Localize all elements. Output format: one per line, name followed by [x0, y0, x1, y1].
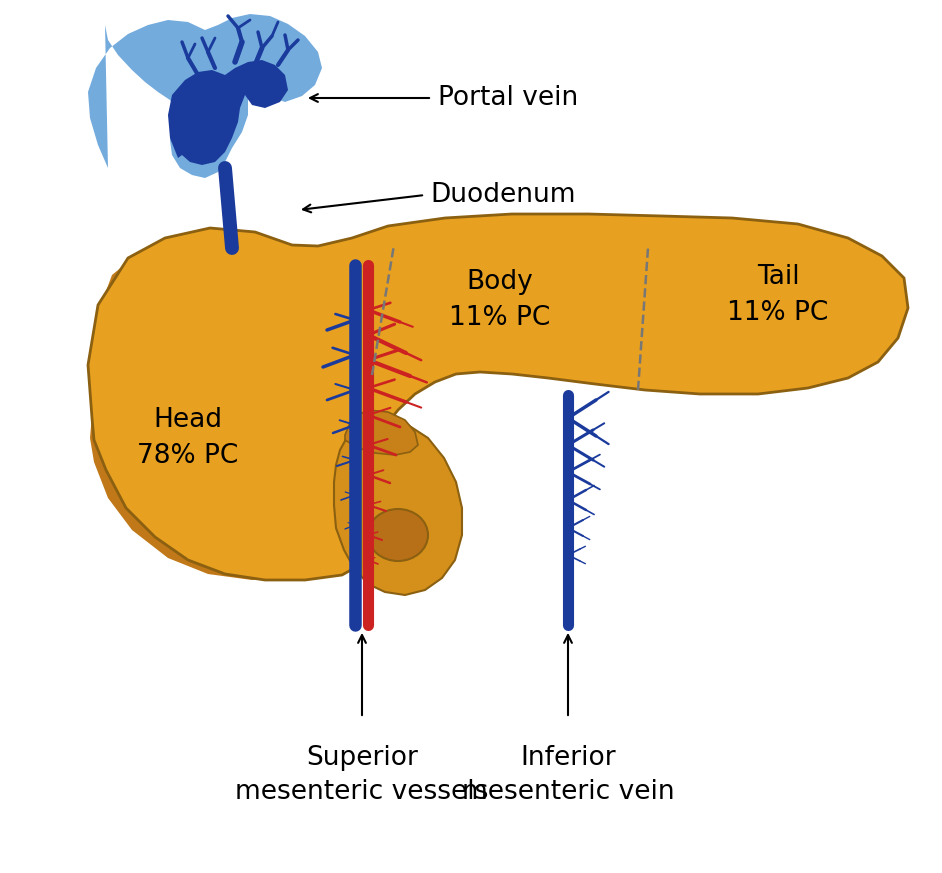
Polygon shape [345, 410, 418, 455]
Text: Superior
mesenteric vessels: Superior mesenteric vessels [236, 745, 489, 805]
Polygon shape [88, 14, 322, 178]
Polygon shape [88, 214, 908, 580]
Ellipse shape [368, 509, 428, 561]
Polygon shape [88, 234, 372, 580]
Text: Portal vein: Portal vein [438, 85, 578, 111]
Text: Tail
11% PC: Tail 11% PC [727, 264, 829, 326]
Text: Duodenum: Duodenum [430, 182, 576, 208]
Text: Head
78% PC: Head 78% PC [138, 407, 238, 469]
Polygon shape [334, 422, 462, 595]
Text: Body
11% PC: Body 11% PC [449, 269, 551, 331]
Text: Inferior
mesenteric vein: Inferior mesenteric vein [462, 745, 674, 805]
Polygon shape [168, 60, 288, 165]
